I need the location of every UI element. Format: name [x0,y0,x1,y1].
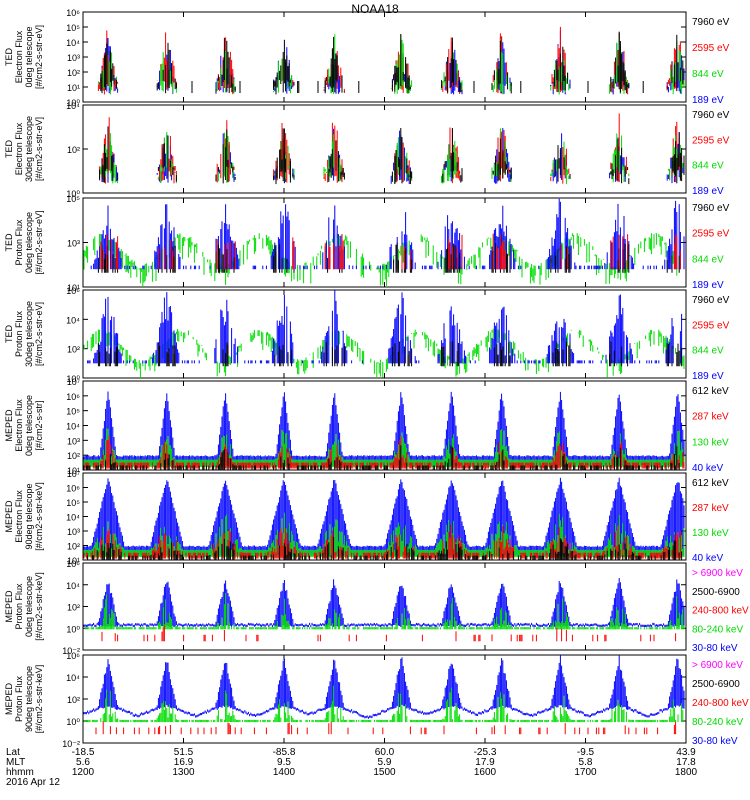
y-tick-label: 10⁴ [66,101,80,111]
y-tick-label: 10⁷ [67,377,80,387]
legend-entry: 844 eV [692,69,724,80]
legend-entry: 40 keV [692,463,723,474]
y-axis-label: Proton Flux [14,310,24,357]
y-tick-label: 10⁴ [66,315,80,325]
y-axis-label: Proton Flux [14,219,24,266]
y-tick-label: 10³ [67,527,80,537]
y-tick-label: 10⁶ [66,286,80,296]
legend-entry: 7960 eV [692,203,730,214]
legend-entry: 287 keV [692,503,729,514]
legend-entry: 2595 eV [692,229,730,240]
y-axis-label: [#/cm2-s-str-eV] [34,117,44,181]
y-tick-label: 10² [67,345,80,355]
y-axis-label: Electron Flux [14,30,24,83]
legend-entry: 844 eV [692,254,724,265]
y-axis-label: 0deg telescope [24,26,34,87]
y-axis-label: TED [4,139,14,158]
y-tick-label: 10⁵ [66,194,80,204]
y-tick-label: 10¹ [67,83,80,93]
y-axis-label: [#/cm2-s-str] [34,400,44,450]
y-tick-label: 10³ [67,239,80,249]
y-tick-label: 10² [67,68,80,78]
y-axis-label: MEPED [4,409,14,442]
data-traces [83,290,685,378]
y-tick-label: 10⁶ [66,392,80,402]
y-tick-label: 10¹ [67,466,80,476]
legend-entry: 130 keV [692,528,729,539]
data-traces [99,113,685,185]
y-axis-label: [#/cm2-s-str-eV] [34,210,44,274]
y-tick-label: 10² [67,145,80,155]
legend-entry: 189 eV [692,95,724,106]
y-tick-label: 10² [67,451,80,461]
legend-entry: 844 eV [692,346,724,357]
y-axis-label: 30deg telescope [24,301,34,367]
legend-entry: 2595 eV [692,135,730,146]
y-tick-label: 10⁷ [67,469,80,479]
y-tick-label: 10⁴ [66,422,80,432]
panel-frame [82,197,687,288]
legend-entry: 2595 eV [692,320,730,331]
y-tick-label: 10² [67,542,80,552]
data-traces [83,198,685,287]
y-tick-label: 10⁵ [66,407,80,417]
data-traces [83,477,685,560]
legend-entry: 844 eV [692,161,724,172]
data-traces [83,391,685,470]
y-axis-label: Electron Flux [14,122,24,175]
y-tick-label: 10⁴ [66,513,80,523]
y-tick-label: 10⁰ [66,189,80,199]
panel-frame [82,104,687,194]
legend-entry: 7960 eV [692,17,730,28]
y-tick-label: 10⁰ [66,374,80,384]
y-axis-label: Electron Flux [14,399,24,452]
legend-entry: 189 eV [692,186,724,197]
y-tick-label: 10⁶ [66,484,80,494]
y-axis-label: [#/cm2-s-str-eV] [34,25,44,89]
y-tick-label: 10⁴ [66,38,80,48]
y-tick-label: 10³ [67,436,80,446]
legend-entry: 189 eV [692,371,724,382]
legend-entry: 7960 eV [692,295,730,306]
y-tick-label: 10⁰ [66,98,80,108]
legend-entry: 189 eV [692,280,724,291]
y-axis-label: TED [4,233,14,252]
panel-frame [82,11,687,103]
legend-entry: 40 keV [692,553,723,564]
panel-frame [82,289,687,379]
y-axis-label: 0deg telescope [24,212,34,273]
legend-entry: 130 keV [692,437,729,448]
y-tick-label: 10⁵ [66,498,80,508]
y-axis-label: [#/cm2-s-str-eV] [34,302,44,366]
y-tick-label: 10⁵ [66,23,80,33]
data-traces [97,26,685,95]
y-axis-label: MEPED [4,500,14,533]
y-tick-label: 10⁶ [66,8,80,18]
legend-entry: 612 keV [692,478,729,489]
y-axis-label: 0deg telescope [24,395,34,456]
y-tick-label: 10¹ [67,556,80,566]
y-axis-label: [#/cm2-s-str-keV] [34,482,44,551]
y-tick-label: 10¹ [67,283,80,293]
y-axis-label: 30deg telescope [24,116,34,182]
y-axis-label: TED [4,47,14,66]
y-axis-label: 90deg telescope [24,483,34,549]
legend-entry: 2595 eV [692,43,730,54]
y-axis-label: TED [4,324,14,343]
legend-entry: 287 keV [692,412,729,423]
y-axis-label: Electron Flux [14,490,24,543]
legend-entry: 612 keV [692,386,729,397]
legend-entry: 7960 eV [692,110,730,121]
y-tick-label: 10³ [67,53,80,63]
